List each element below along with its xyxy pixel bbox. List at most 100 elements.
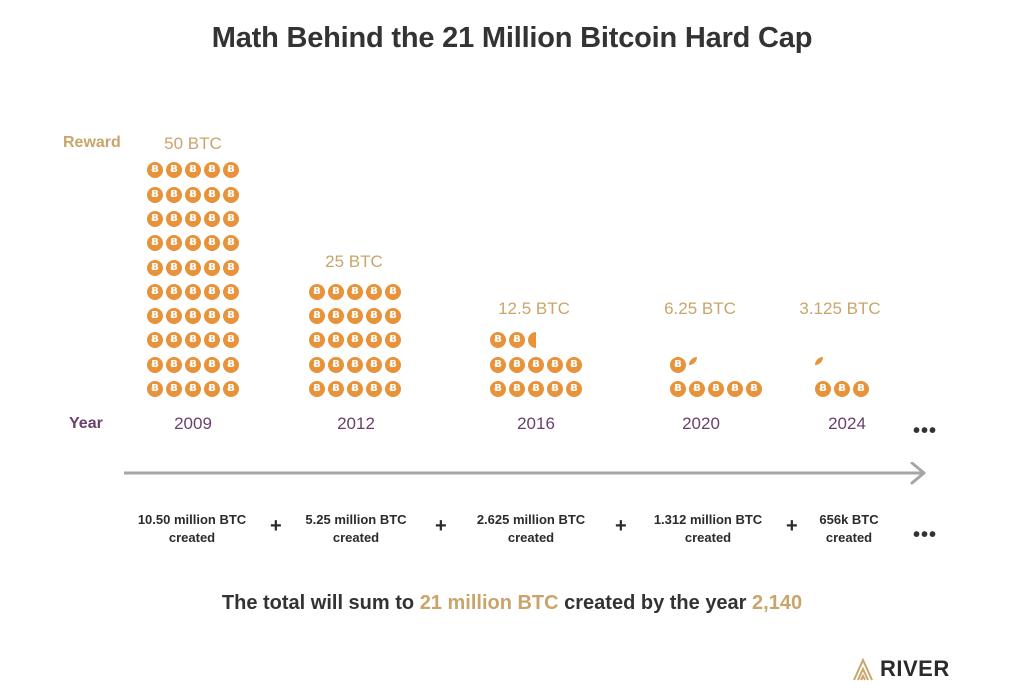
created-label: created	[168, 530, 216, 545]
reward-value: 50 BTC	[164, 134, 222, 153]
partial-bitcoin-icon	[689, 356, 697, 365]
reward-row-label: Reward	[63, 134, 121, 151]
bitcoin-icon: Ƀ	[166, 235, 182, 252]
bitcoin-icon: Ƀ	[223, 332, 239, 349]
summary-text: The total will sum to 21 million BTC cre…	[0, 592, 1024, 615]
plus-icon: +	[786, 515, 798, 537]
bitcoin-icon: Ƀ	[223, 210, 239, 227]
bitcoin-icon: Ƀ	[727, 381, 743, 397]
bitcoin-icon: Ƀ	[147, 332, 163, 349]
bitcoin-icon: Ƀ	[834, 381, 850, 397]
bitcoin-icon: Ƀ	[185, 210, 201, 227]
created-amount-value: 1.312 million BTC	[653, 512, 763, 527]
created-amount: 10.50 million BTC created	[122, 511, 262, 547]
bitcoin-icon: Ƀ	[166, 381, 182, 397]
year-value: 2012	[337, 414, 375, 433]
bitcoin-icon: Ƀ	[166, 283, 182, 300]
bitcoin-icon: Ƀ	[366, 356, 382, 373]
bitcoin-icon: Ƀ	[185, 308, 201, 325]
timeline-arrow	[124, 462, 926, 485]
bitcoin-icon: Ƀ	[147, 186, 163, 203]
bitcoin-icon: Ƀ	[509, 332, 525, 349]
reward-value: 12.5 BTC	[498, 299, 570, 318]
bitcoin-icon: Ƀ	[670, 356, 686, 373]
partial-bitcoin-icon	[815, 356, 823, 365]
bitcoin-icon: Ƀ	[746, 381, 762, 397]
bitcoin-icon: Ƀ	[204, 381, 220, 397]
bitcoin-icon: Ƀ	[309, 332, 325, 349]
bitcoin-icon: Ƀ	[670, 381, 686, 397]
bitcoin-icon: Ƀ	[223, 259, 239, 276]
created-label: created	[825, 530, 873, 545]
created-amount-value: 656k BTC	[819, 512, 879, 527]
created-label: created	[684, 530, 732, 545]
bitcoin-icon: Ƀ	[147, 381, 163, 397]
bitcoin-icon: Ƀ	[853, 381, 869, 397]
bitcoin-icon: Ƀ	[366, 381, 382, 397]
bitcoin-icon: Ƀ	[223, 381, 239, 397]
bitcoin-icon: Ƀ	[204, 186, 220, 203]
bitcoin-icon: Ƀ	[185, 162, 201, 179]
bitcoin-icon: Ƀ	[204, 356, 220, 373]
bitcoin-icon: Ƀ	[147, 235, 163, 252]
bitcoin-icon: Ƀ	[708, 381, 724, 397]
bitcoin-icon: Ƀ	[385, 381, 401, 397]
bitcoin-icon: Ƀ	[185, 332, 201, 349]
bitcoin-icon: Ƀ	[366, 283, 382, 300]
bitcoin-icon: Ƀ	[204, 283, 220, 300]
bitcoin-icon: Ƀ	[166, 356, 182, 373]
created-amount-value: 5.25 million BTC	[305, 512, 407, 527]
summary-prefix: The total will sum to	[221, 592, 420, 614]
bitcoin-icon: Ƀ	[528, 381, 544, 397]
bitcoin-icon: Ƀ	[204, 308, 220, 325]
bitcoin-icon: Ƀ	[309, 356, 325, 373]
bitcoin-icon: Ƀ	[204, 162, 220, 179]
created-amount: 656k BTC created	[779, 511, 919, 547]
bitcoin-icon: Ƀ	[185, 235, 201, 252]
bitcoin-icon: Ƀ	[185, 186, 201, 203]
bitcoin-icon: Ƀ	[566, 356, 582, 373]
created-label: created	[507, 530, 555, 545]
bitcoin-icon: Ƀ	[347, 356, 363, 373]
ellipsis-icon: •••	[913, 524, 938, 546]
bitcoin-icon: Ƀ	[815, 381, 831, 397]
bitcoin-icon: Ƀ	[366, 308, 382, 325]
logo-text: RIVER	[880, 656, 950, 681]
bitcoin-icon: Ƀ	[185, 381, 201, 397]
bitcoin-icon: Ƀ	[185, 283, 201, 300]
bitcoin-icon: Ƀ	[223, 283, 239, 300]
bitcoin-icon: Ƀ	[185, 356, 201, 373]
bitcoin-icon: Ƀ	[509, 356, 525, 373]
year-value: 2020	[682, 414, 720, 433]
reward-value: 6.25 BTC	[664, 299, 736, 318]
bitcoin-icon: Ƀ	[147, 283, 163, 300]
created-label: created	[332, 530, 380, 545]
plus-icon: +	[435, 515, 447, 537]
bitcoin-icon: Ƀ	[328, 381, 344, 397]
summary-highlight-year: 2,140	[752, 592, 803, 614]
bitcoin-icon: Ƀ	[147, 259, 163, 276]
bitcoin-icon: Ƀ	[385, 356, 401, 373]
bitcoin-icon: Ƀ	[366, 332, 382, 349]
bitcoin-icon: Ƀ	[166, 162, 182, 179]
river-logo: RIVER	[852, 656, 950, 682]
bitcoin-icon: Ƀ	[185, 259, 201, 276]
reward-value: 25 BTC	[325, 252, 383, 271]
river-chevron-icon	[853, 657, 873, 681]
summary-middle: created by the year	[558, 592, 753, 614]
bitcoin-icon: Ƀ	[166, 308, 182, 325]
bitcoin-icon: Ƀ	[328, 332, 344, 349]
bitcoin-icon: Ƀ	[204, 235, 220, 252]
created-amount: 5.25 million BTC created	[286, 511, 426, 547]
bitcoin-icon: Ƀ	[223, 308, 239, 325]
bitcoin-icon: Ƀ	[347, 332, 363, 349]
page-title: Math Behind the 21 Million Bitcoin Hard …	[211, 22, 813, 54]
bitcoin-icon: Ƀ	[223, 162, 239, 179]
bitcoin-icon: Ƀ	[147, 308, 163, 325]
year-value: 2016	[517, 414, 555, 433]
bitcoin-icon: Ƀ	[347, 308, 363, 325]
bitcoin-icon: Ƀ	[204, 332, 220, 349]
year-value: 2009	[174, 414, 212, 433]
reward-value: 3.125 BTC	[799, 299, 881, 318]
bitcoin-icon: Ƀ	[166, 186, 182, 203]
